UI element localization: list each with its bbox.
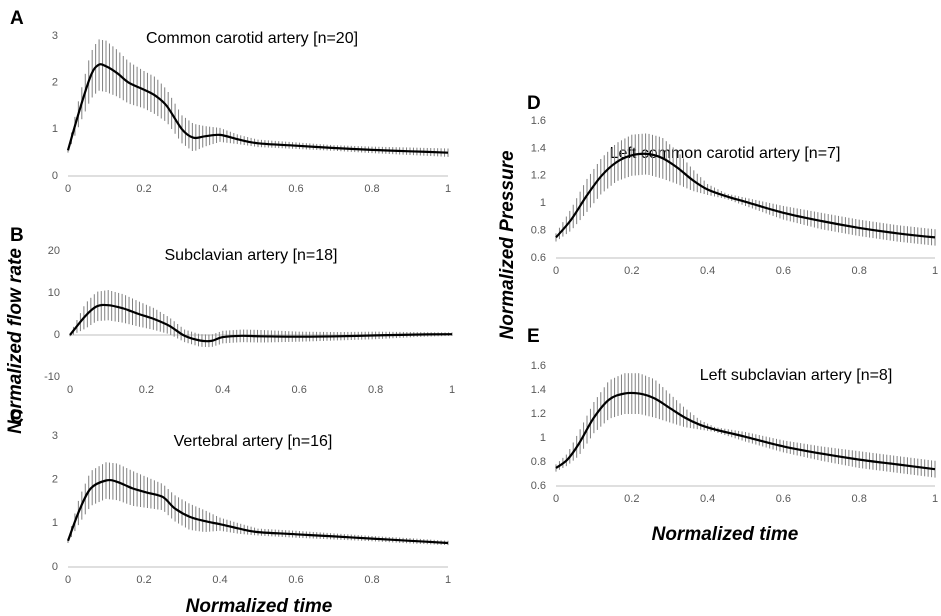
x-tick-label: 0.8 xyxy=(364,183,379,195)
panel-title: Common carotid artery [n=20] xyxy=(146,30,358,47)
panels: A Common carotid artery [n=20] 0 1 2 3 0 0.2 0.4… xyxy=(10,8,938,586)
x-tick-label: 0.4 xyxy=(212,183,227,195)
y-tick-label: 0.6 xyxy=(531,480,546,492)
x-tick-label: 0.8 xyxy=(852,493,867,505)
x-tick-label: 0.6 xyxy=(292,384,307,396)
x-tick-label: 0.4 xyxy=(700,265,715,277)
x-tick-label: 0.6 xyxy=(288,183,303,195)
right-x-axis-label: Normalized time xyxy=(652,524,799,545)
x-tick-label: 1 xyxy=(449,384,455,396)
y-tick-label: 2 xyxy=(52,474,58,486)
y-tick-label: 0.6 xyxy=(531,252,546,264)
y-tick-label: 1.2 xyxy=(531,408,546,420)
x-tick-label: 0.4 xyxy=(700,493,715,505)
x-tick-label: 0 xyxy=(65,574,71,586)
x-tick-label: 0.2 xyxy=(136,183,151,195)
x-tick-label: 1 xyxy=(932,265,938,277)
left-x-axis-label: Normalized time xyxy=(186,596,333,616)
error-bars xyxy=(69,290,453,348)
y-tick-label: 1.2 xyxy=(531,170,546,182)
panel-title: Left common carotid artery [n=7] xyxy=(610,145,841,162)
panel-letter: E xyxy=(527,326,540,347)
y-tick-label: 1.6 xyxy=(531,115,546,127)
y-tick-label: 1 xyxy=(540,432,546,444)
y-tick-label: 0 xyxy=(52,561,58,573)
x-tick-label: 0 xyxy=(553,493,559,505)
y-tick-label: 3 xyxy=(52,430,58,442)
chart-panel-c: C Vertebral artery [n=16] 0 1 2 3 0 0.2 0.4 0.6 0.… xyxy=(10,407,451,586)
panel-title: Left subclavian artery [n=8] xyxy=(700,367,893,384)
y-tick-label: 10 xyxy=(48,287,60,299)
pressure-axis-label: Normalized Pressure xyxy=(497,150,518,339)
x-tick-label: 1 xyxy=(932,493,938,505)
chart-panel-d: D Left common carotid artery [n=7] 0.6 0.8 1… xyxy=(527,93,938,277)
error-bars xyxy=(67,39,449,157)
x-tick-label: 0.4 xyxy=(212,574,227,586)
panel-title: Subclavian artery [n=18] xyxy=(165,247,338,264)
y-tick-label: 1.4 xyxy=(531,142,546,154)
x-tick-label: 0.8 xyxy=(364,574,379,586)
mean-line xyxy=(66,478,449,545)
y-tick-label: 0 xyxy=(54,329,60,341)
mean-line xyxy=(555,152,936,239)
flow-axis-label: Normalized flow rate xyxy=(5,248,26,434)
x-tick-label: 0.6 xyxy=(776,265,791,277)
x-tick-label: 1 xyxy=(445,183,451,195)
y-tick-label: 1.4 xyxy=(531,384,546,396)
panel-title: Vertebral artery [n=16] xyxy=(174,433,333,450)
x-tick-label: 0.2 xyxy=(139,384,154,396)
x-tick-label: 0 xyxy=(553,265,559,277)
panel-letter: A xyxy=(10,8,24,29)
y-tick-label: 2 xyxy=(52,77,58,89)
y-tick-label: -10 xyxy=(44,371,60,383)
y-tick-label: 20 xyxy=(48,245,60,257)
mean-line xyxy=(69,303,453,343)
x-tick-label: 0 xyxy=(65,183,71,195)
panel-letter: C xyxy=(10,407,24,428)
chart-panel-e: E Left subclavian artery [n=8] 0.6 0.8 1 1.2 1… xyxy=(527,326,938,505)
x-tick-label: 1 xyxy=(445,574,451,586)
y-tick-label: 1 xyxy=(540,197,546,209)
panel-letter: B xyxy=(10,225,24,246)
x-tick-label: 0.2 xyxy=(136,574,151,586)
x-tick-label: 0.4 xyxy=(215,384,230,396)
y-tick-label: 1.6 xyxy=(531,360,546,372)
y-tick-label: 1 xyxy=(52,517,58,529)
mean-line xyxy=(555,391,936,471)
x-tick-label: 0.2 xyxy=(624,493,639,505)
x-tick-label: 0.2 xyxy=(624,265,639,277)
x-tick-label: 0.6 xyxy=(776,493,791,505)
y-tick-label: 0.8 xyxy=(531,456,546,468)
y-tick-label: 3 xyxy=(52,30,58,42)
y-tick-label: 0 xyxy=(52,170,58,182)
chart-panel-b: B Subclavian artery [n=18] -10 0 10 20 0 0.2 0.4… xyxy=(10,225,455,396)
x-tick-label: 0 xyxy=(67,384,73,396)
y-tick-label: 0.8 xyxy=(531,225,546,237)
mean-line xyxy=(66,63,449,154)
x-tick-label: 0.6 xyxy=(288,574,303,586)
x-tick-label: 0.8 xyxy=(852,265,867,277)
x-tick-label: 0.8 xyxy=(368,384,383,396)
panel-letter: D xyxy=(527,93,541,114)
chart-panel-a: A Common carotid artery [n=20] 0 1 2 3 0 0.2 0.4… xyxy=(10,8,451,195)
y-tick-label: 1 xyxy=(52,123,58,135)
